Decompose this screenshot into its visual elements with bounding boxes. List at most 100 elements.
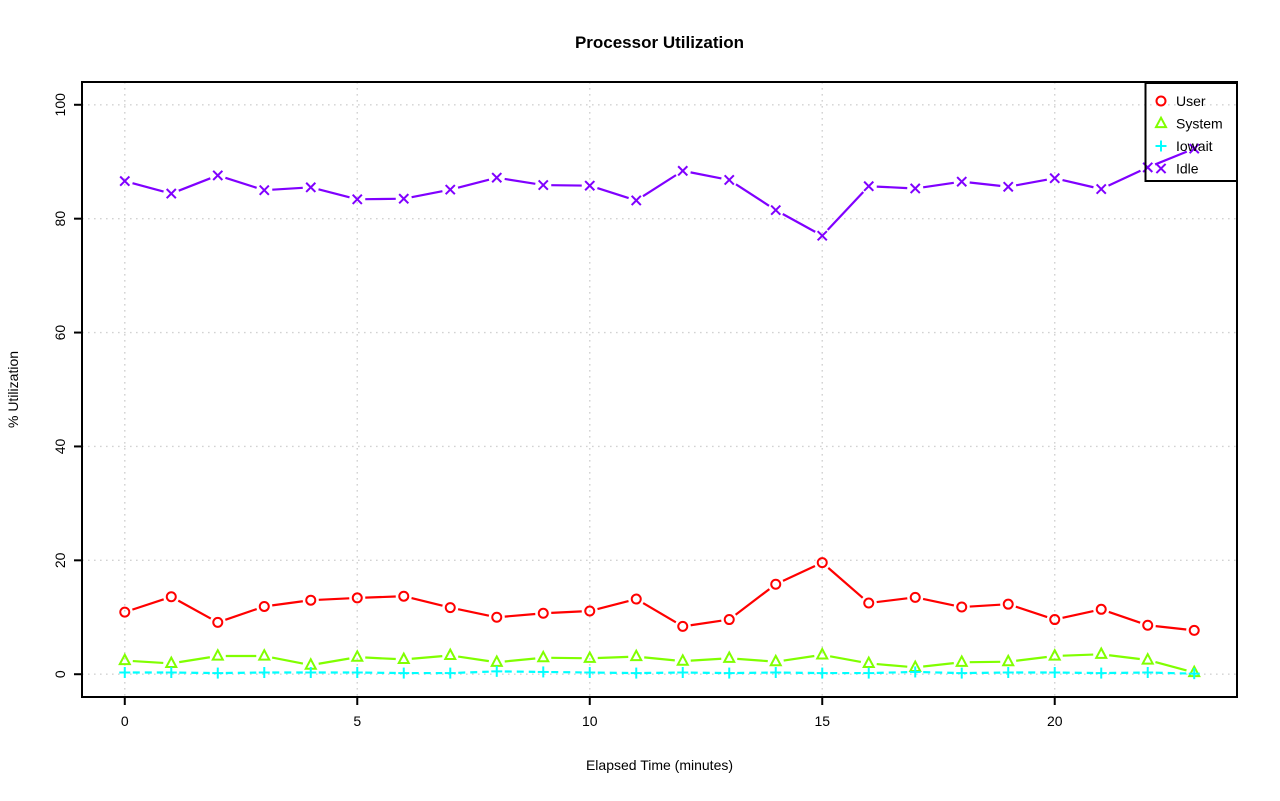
series-line-segment bbox=[457, 178, 490, 189]
legend-label-user: User bbox=[1176, 93, 1206, 109]
data-point-marker bbox=[909, 591, 921, 603]
series-line-segment bbox=[782, 213, 816, 233]
series-line-segment bbox=[551, 610, 582, 614]
series-line-segment bbox=[922, 597, 955, 607]
series-line-segment bbox=[411, 655, 443, 660]
series-line-segment bbox=[969, 603, 1001, 608]
data-point-marker bbox=[119, 606, 131, 618]
chart-title: Processor Utilization bbox=[575, 33, 744, 52]
x-tick-label: 0 bbox=[121, 713, 129, 729]
data-point-marker bbox=[1048, 648, 1062, 661]
series-line-segment bbox=[826, 191, 865, 231]
data-point-marker bbox=[1049, 172, 1061, 184]
data-point-marker bbox=[165, 591, 177, 603]
data-point-marker bbox=[770, 578, 782, 590]
data-point-marker bbox=[1095, 603, 1107, 615]
data-point-marker bbox=[212, 616, 224, 628]
legend: User System Iowait Idle bbox=[1144, 82, 1238, 182]
series-line-segment bbox=[1154, 150, 1188, 166]
data-point-marker bbox=[1155, 163, 1167, 174]
data-point-marker bbox=[1049, 614, 1061, 626]
data-point-marker bbox=[955, 654, 969, 667]
data-point-marker bbox=[630, 195, 642, 206]
data-point-marker bbox=[398, 590, 410, 602]
series-line-segment bbox=[597, 655, 629, 660]
series-line-segment bbox=[504, 612, 536, 618]
series-line-segment bbox=[504, 657, 536, 663]
data-point-marker bbox=[165, 188, 177, 199]
data-point-marker bbox=[119, 175, 131, 187]
data-point-marker bbox=[770, 204, 782, 216]
series-line-segment bbox=[829, 655, 862, 664]
data-point-marker bbox=[350, 649, 364, 662]
series-line-segment bbox=[411, 190, 443, 199]
x-tick-label: 5 bbox=[353, 713, 361, 729]
series-line-segment bbox=[876, 671, 908, 674]
data-point-marker bbox=[490, 654, 504, 667]
data-point-marker bbox=[816, 557, 828, 569]
data-point-marker bbox=[537, 179, 549, 191]
data-point-marker bbox=[862, 655, 876, 669]
series-line-segment bbox=[597, 187, 629, 200]
data-point-marker bbox=[677, 165, 689, 177]
gridlines bbox=[82, 82, 1237, 697]
series-line-segment bbox=[1016, 655, 1047, 662]
data-point-marker bbox=[909, 183, 921, 194]
legend-box bbox=[1144, 82, 1238, 182]
data-point-marker bbox=[863, 180, 875, 192]
series-line-segment bbox=[178, 177, 211, 192]
series-line-segment bbox=[318, 188, 350, 199]
x-axis-label: Elapsed Time (minutes) bbox=[586, 757, 733, 773]
series-line-segment bbox=[1109, 654, 1140, 661]
axes: 0 5 10 15 20 0 20 40 60 80 100 bbox=[52, 81, 1238, 729]
series-line-segment bbox=[1015, 605, 1048, 619]
series-line-segment bbox=[1062, 178, 1094, 189]
series-line-segment bbox=[876, 662, 908, 668]
data-point-marker bbox=[212, 170, 224, 181]
data-point-marker bbox=[1154, 115, 1168, 129]
series-line-segment bbox=[827, 567, 864, 599]
data-point-marker bbox=[397, 651, 411, 665]
y-tick-label: 80 bbox=[52, 211, 68, 227]
data-point-marker bbox=[398, 193, 410, 205]
data-point-marker bbox=[1141, 652, 1155, 665]
series-iowait bbox=[119, 665, 1200, 680]
data-point-marker bbox=[1188, 624, 1200, 636]
data-point-marker bbox=[816, 230, 828, 242]
series-line-segment bbox=[224, 608, 258, 621]
series-line-segment bbox=[318, 597, 350, 601]
series-line-segment bbox=[225, 176, 257, 189]
data-series bbox=[118, 143, 1201, 680]
data-point-marker bbox=[584, 180, 596, 191]
series-line-segment bbox=[1155, 661, 1187, 672]
plot-frame bbox=[81, 81, 1238, 698]
data-point-marker bbox=[676, 653, 690, 666]
series-line-segment bbox=[782, 564, 816, 582]
data-point-marker bbox=[769, 653, 783, 667]
series-line-segment bbox=[272, 186, 303, 191]
data-point-marker bbox=[1002, 181, 1014, 193]
series-line-segment bbox=[458, 670, 489, 674]
y-tick-label: 20 bbox=[52, 552, 68, 568]
series-line-segment bbox=[132, 659, 164, 665]
series-line-segment bbox=[644, 656, 675, 662]
series-line-segment bbox=[1062, 609, 1094, 619]
data-point-marker bbox=[1188, 143, 1200, 154]
data-point-marker bbox=[863, 597, 875, 609]
data-point-marker bbox=[1095, 183, 1107, 195]
data-point-marker bbox=[444, 602, 456, 614]
series-line-segment bbox=[923, 671, 954, 674]
data-point-marker bbox=[305, 182, 317, 193]
data-point-marker bbox=[305, 594, 317, 606]
data-point-marker bbox=[630, 593, 642, 605]
series-line-segment bbox=[132, 598, 165, 611]
series-line-segment bbox=[876, 185, 908, 190]
y-tick-label: 100 bbox=[52, 93, 68, 117]
series-line-segment bbox=[642, 602, 677, 624]
y-axis-label: % Utilization bbox=[5, 351, 21, 428]
series-line-segment bbox=[179, 656, 211, 664]
data-point-marker bbox=[257, 648, 271, 661]
data-point-marker bbox=[677, 620, 689, 632]
